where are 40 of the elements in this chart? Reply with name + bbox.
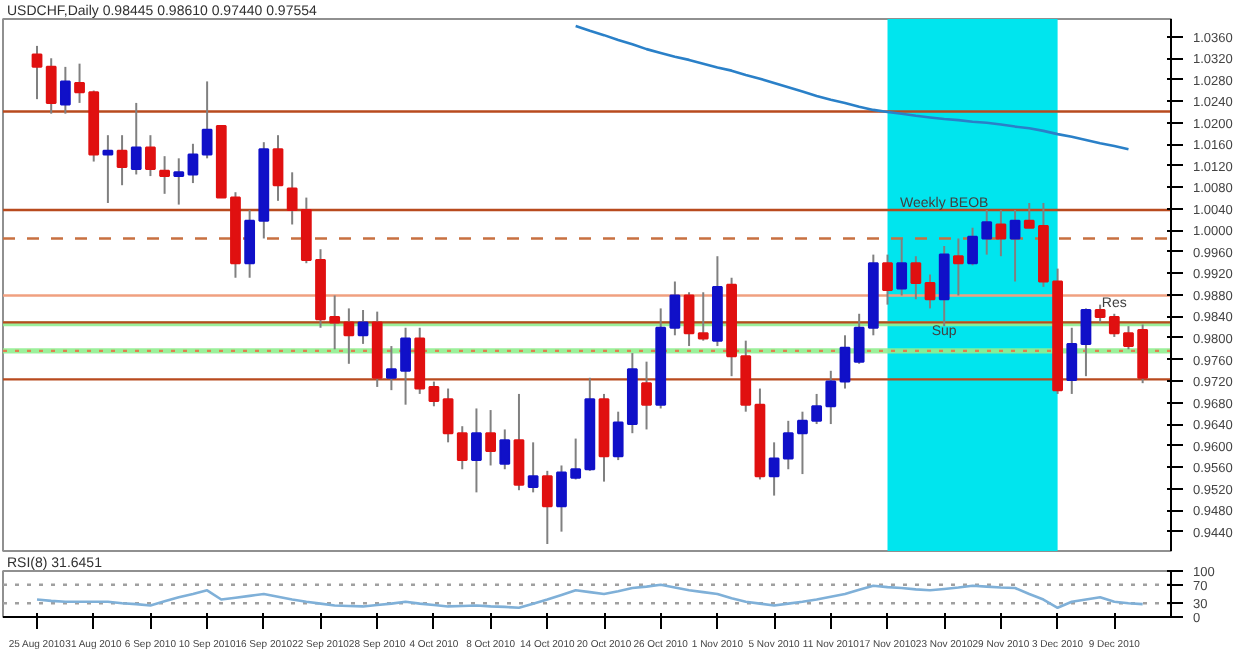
candlestick xyxy=(896,237,908,297)
candlestick xyxy=(995,208,1007,258)
candlestick xyxy=(187,142,199,185)
line-series xyxy=(35,583,1144,610)
candlestick xyxy=(485,409,497,467)
candlestick xyxy=(130,101,142,176)
candlestick xyxy=(272,134,284,202)
candlestick xyxy=(442,387,454,444)
candlestick xyxy=(641,360,652,431)
candlestick xyxy=(116,134,128,187)
candlestick xyxy=(882,253,893,306)
candlestick xyxy=(527,441,539,494)
candlestick xyxy=(59,65,71,115)
line-series xyxy=(574,24,1130,151)
candlestick xyxy=(541,469,553,546)
candlestick xyxy=(456,425,468,471)
candlestick xyxy=(159,155,170,195)
candlestick xyxy=(825,369,837,426)
candlestick xyxy=(31,44,43,101)
candlestick xyxy=(45,57,57,115)
candlestick xyxy=(499,428,511,471)
candlestick xyxy=(145,134,156,178)
candlestick xyxy=(683,291,695,348)
candlestick xyxy=(697,291,709,342)
candlestick xyxy=(428,380,440,408)
candlestick xyxy=(173,157,185,206)
candlestick xyxy=(1009,208,1021,283)
candlestick xyxy=(201,80,213,160)
candlestick xyxy=(910,255,922,301)
candlestick xyxy=(1066,326,1078,395)
candlestick xyxy=(513,392,525,492)
candlestick xyxy=(839,334,851,390)
candlestick xyxy=(924,273,936,310)
candlestick xyxy=(471,407,482,494)
candlestick xyxy=(1080,307,1092,378)
candlestick xyxy=(102,134,114,204)
candlestick xyxy=(952,237,964,297)
candlestick xyxy=(357,309,369,345)
candlestick xyxy=(853,312,865,365)
candlestick xyxy=(938,245,950,328)
